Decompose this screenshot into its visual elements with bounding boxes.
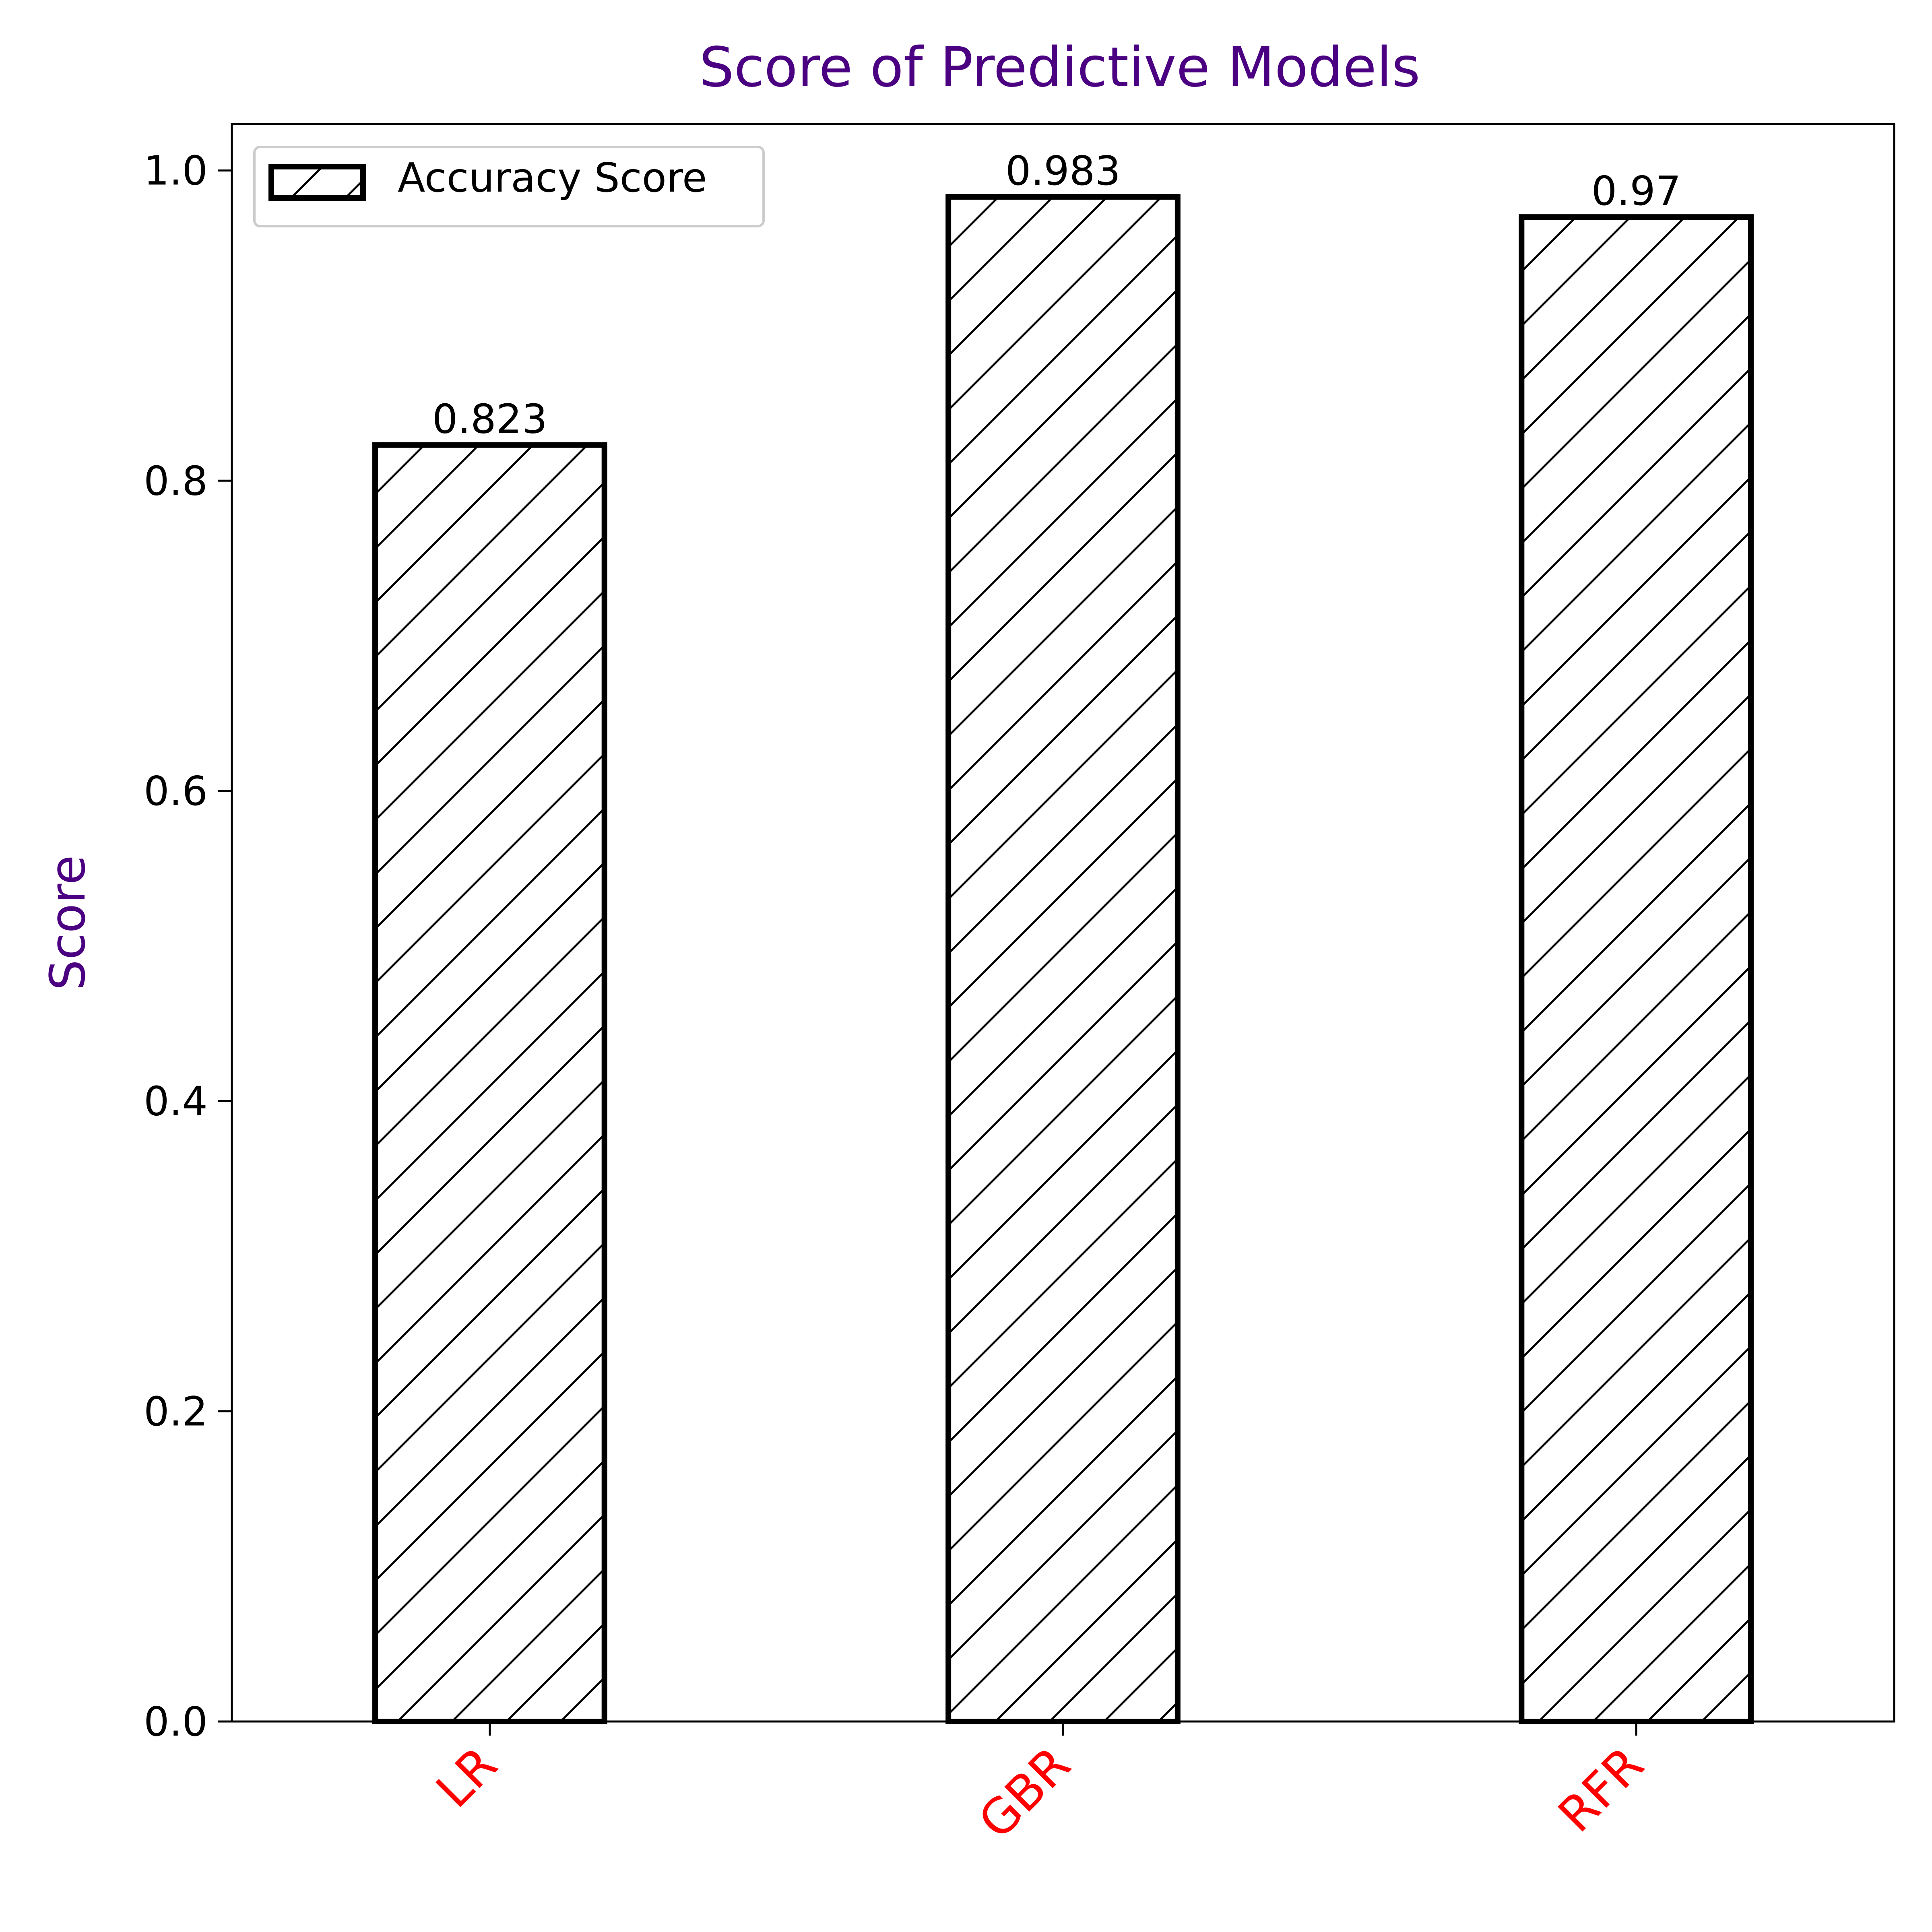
y-tick-label: 1.0 (144, 147, 208, 194)
y-axis: 0.0 0.2 0.4 0.6 0.8 1.0 (144, 147, 232, 1745)
y-tick-label: 0.2 (144, 1388, 208, 1435)
plot-area-frame (231, 123, 1895, 1723)
y-tick-label: 0.4 (144, 1078, 208, 1125)
legend: Accuracy Score (253, 146, 765, 227)
data-label-gbr: 0.983 (1005, 147, 1121, 194)
legend-box (253, 146, 765, 227)
bar-gbr (945, 194, 1181, 1725)
legend-label-accuracy-score: Accuracy Score (398, 154, 707, 201)
y-tick-label: 0.0 (144, 1698, 208, 1745)
bar-rfr (1519, 214, 1754, 1724)
chart-title: Score of Predictive Models (699, 36, 1420, 99)
bar-lr (372, 442, 607, 1725)
data-label-lr: 0.823 (432, 396, 547, 443)
legend-swatch-accuracy-score (268, 164, 366, 201)
y-tick-label: 0.6 (144, 768, 208, 815)
y-tick-label: 0.8 (144, 457, 208, 504)
data-label-rfr: 0.97 (1591, 167, 1681, 215)
y-axis-label: Score (40, 855, 96, 990)
bars-layer: 0.823 0.983 0.97 (372, 147, 1754, 1725)
